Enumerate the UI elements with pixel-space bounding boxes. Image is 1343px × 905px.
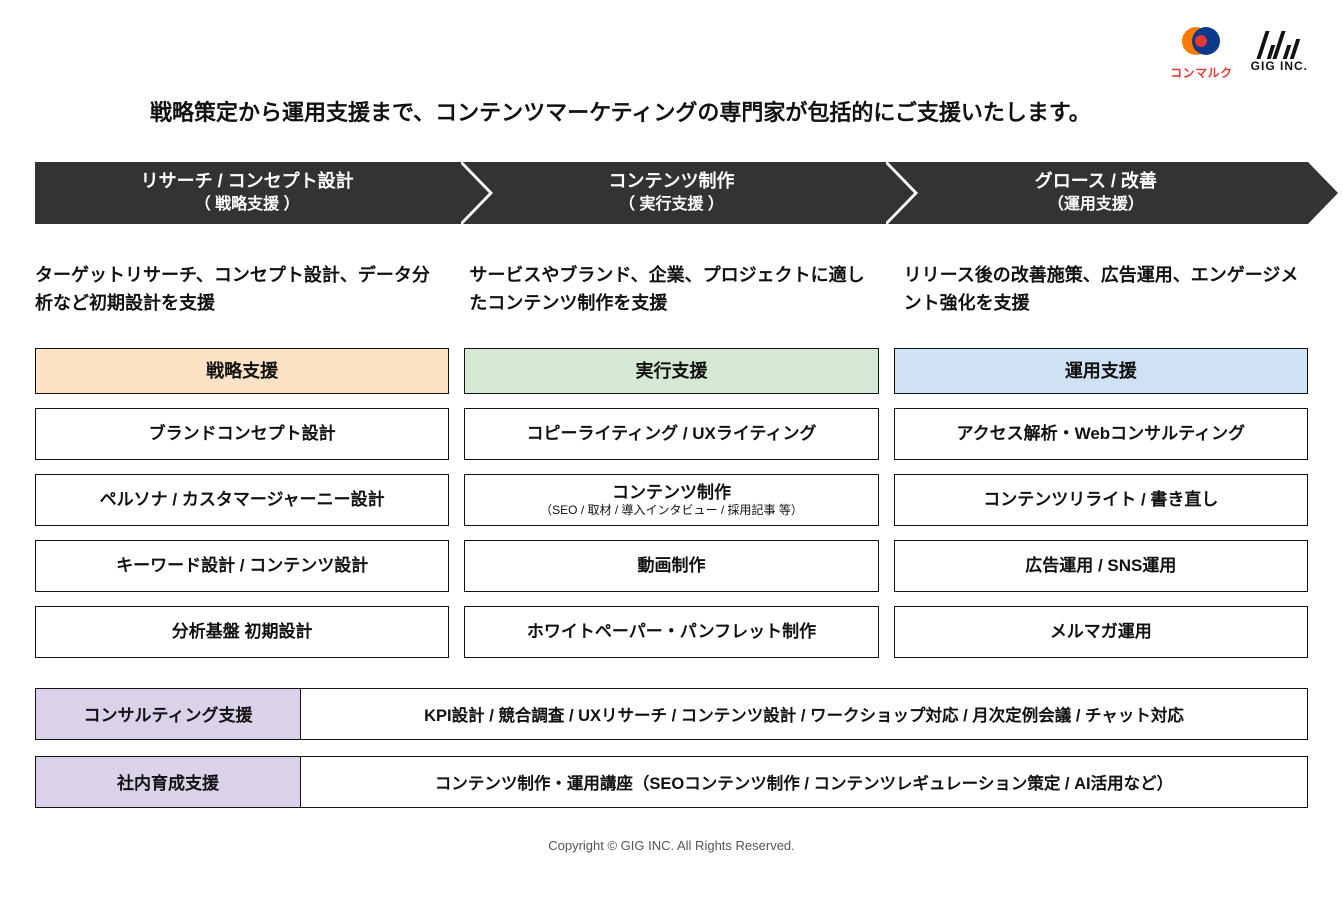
column-operation: 運用支援 アクセス解析・Webコンサルティング コンテンツリライト / 書き直し… bbox=[894, 348, 1308, 658]
wide-service-rows: コンサルティング支援 KPI設計 / 競合調査 / UXリサーチ / コンテンツ… bbox=[35, 688, 1308, 808]
phase-title: リサーチ / コンセプト設計 bbox=[141, 169, 354, 194]
service-cell: コンテンツリライト / 書き直し bbox=[894, 474, 1308, 526]
service-text: コンテンツリライト / 書き直し bbox=[983, 489, 1218, 510]
wide-row-consulting: コンサルティング支援 KPI設計 / 競合調査 / UXリサーチ / コンテンツ… bbox=[35, 688, 1308, 740]
wide-row-training: 社内育成支援 コンテンツ制作・運用講座（SEOコンテンツ制作 / コンテンツレギ… bbox=[35, 756, 1308, 808]
conmark-logo: コンマルク bbox=[1170, 20, 1233, 81]
service-grid: 戦略支援 ブランドコンセプト設計 ペルソナ / カスタマージャーニー設計 キーワ… bbox=[35, 348, 1308, 658]
phase-growth: グロース / 改善 （運用支援） bbox=[884, 162, 1308, 224]
service-cell: コンテンツ制作 （SEO / 取材 / 導入インタビュー / 採用記事 等） bbox=[464, 474, 878, 526]
service-cell: キーワード設計 / コンテンツ設計 bbox=[35, 540, 449, 592]
service-text: 分析基盤 初期設計 bbox=[172, 621, 313, 642]
phase-sub: （運用支援） bbox=[1048, 194, 1144, 216]
service-cell: 分析基盤 初期設計 bbox=[35, 606, 449, 658]
desc-growth: リリース後の改善施策、広告運用、エンゲージメント強化を支援 bbox=[904, 262, 1308, 318]
wide-row-content: KPI設計 / 競合調査 / UXリサーチ / コンテンツ設計 / ワークショッ… bbox=[301, 689, 1307, 739]
column-header-strategy: 戦略支援 bbox=[35, 348, 449, 394]
column-header-operation: 運用支援 bbox=[894, 348, 1308, 394]
service-cell: ホワイトペーパー・パンフレット制作 bbox=[464, 606, 878, 658]
phase-title: グロース / 改善 bbox=[1035, 169, 1157, 194]
phase-bar: リサーチ / コンセプト設計 （ 戦略支援 ） コンテンツ制作 （ 実行支援 ）… bbox=[35, 162, 1308, 224]
column-strategy: 戦略支援 ブランドコンセプト設計 ペルソナ / カスタマージャーニー設計 キーワ… bbox=[35, 348, 449, 658]
service-cell: コピーライティング / UXライティング bbox=[464, 408, 878, 460]
service-text: コンテンツ制作 bbox=[612, 482, 731, 503]
phase-sub: （ 戦略支援 ） bbox=[195, 194, 300, 216]
gig-logo: GIG INC. bbox=[1251, 29, 1308, 73]
desc-research: ターゲットリサーチ、コンセプト設計、データ分析など初期設計を支援 bbox=[35, 262, 439, 318]
service-cell: アクセス解析・Webコンサルティング bbox=[894, 408, 1308, 460]
phase-research: リサーチ / コンセプト設計 （ 戦略支援 ） bbox=[35, 162, 459, 224]
service-cell: 広告運用 / SNS運用 bbox=[894, 540, 1308, 592]
service-cell: ペルソナ / カスタマージャーニー設計 bbox=[35, 474, 449, 526]
service-text: キーワード設計 / コンテンツ設計 bbox=[116, 555, 368, 576]
gig-bars-icon bbox=[1261, 29, 1297, 59]
service-text: 広告運用 / SNS運用 bbox=[1025, 555, 1176, 576]
conmark-icon bbox=[1180, 20, 1222, 62]
service-text: アクセス解析・Webコンサルティング bbox=[956, 423, 1245, 444]
column-execution: 実行支援 コピーライティング / UXライティング コンテンツ制作 （SEO /… bbox=[464, 348, 878, 658]
phase-title: コンテンツ制作 bbox=[608, 169, 734, 194]
gig-label: GIG INC. bbox=[1251, 59, 1308, 73]
service-text: 動画制作 bbox=[637, 555, 705, 576]
service-text: メルマガ運用 bbox=[1050, 621, 1152, 642]
service-text: ブランドコンセプト設計 bbox=[149, 423, 336, 444]
wide-row-content: コンテンツ制作・運用講座（SEOコンテンツ制作 / コンテンツレギュレーション策… bbox=[301, 757, 1307, 807]
service-text: ホワイトペーパー・パンフレット制作 bbox=[527, 621, 816, 642]
service-subtext: （SEO / 取材 / 導入インタビュー / 採用記事 等） bbox=[540, 503, 803, 518]
page-headline: 戦略策定から運用支援まで、コンテンツマーケティングの専門家が包括的にご支援いたし… bbox=[150, 95, 1308, 127]
service-cell: メルマガ運用 bbox=[894, 606, 1308, 658]
phase-sub: （ 実行支援 ） bbox=[619, 194, 724, 216]
phase-content: コンテンツ制作 （ 実行支援 ） bbox=[459, 162, 883, 224]
service-cell: ブランドコンセプト設計 bbox=[35, 408, 449, 460]
service-text: コピーライティング / UXライティング bbox=[526, 423, 816, 444]
wide-row-label: 社内育成支援 bbox=[36, 757, 301, 807]
wide-row-label: コンサルティング支援 bbox=[36, 689, 301, 739]
copyright: Copyright © GIG INC. All Rights Reserved… bbox=[35, 838, 1308, 853]
brand-logos: コンマルク GIG INC. bbox=[1170, 20, 1308, 81]
phase-descriptions: ターゲットリサーチ、コンセプト設計、データ分析など初期設計を支援 サービスやブラ… bbox=[35, 262, 1308, 318]
desc-content: サービスやブランド、企業、プロジェクトに適したコンテンツ制作を支援 bbox=[469, 262, 873, 318]
service-text: ペルソナ / カスタマージャーニー設計 bbox=[100, 489, 385, 510]
service-cell: 動画制作 bbox=[464, 540, 878, 592]
column-header-execution: 実行支援 bbox=[464, 348, 878, 394]
conmark-label: コンマルク bbox=[1170, 64, 1233, 81]
